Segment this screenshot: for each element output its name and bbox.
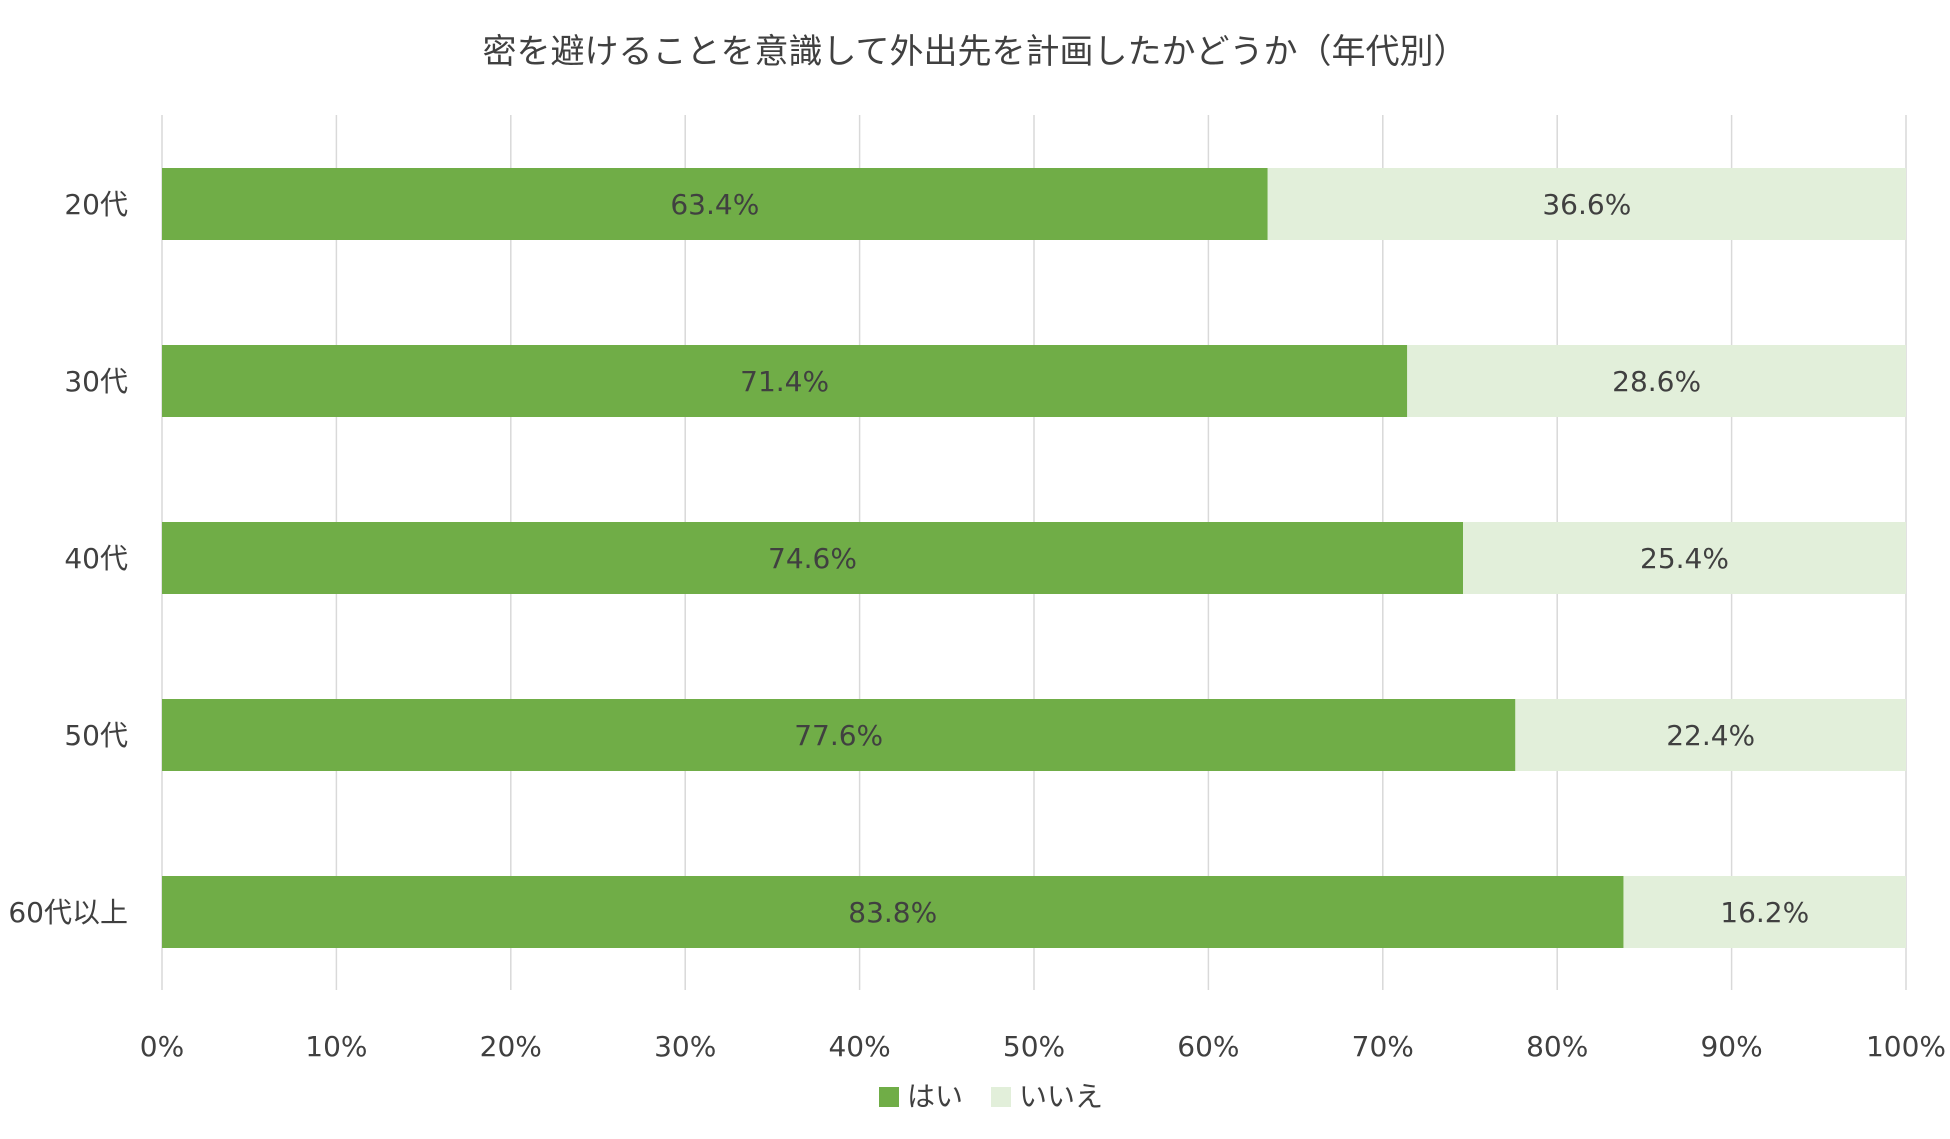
x-tick-label: 60% xyxy=(1177,1030,1239,1063)
x-tick-label: 80% xyxy=(1526,1030,1588,1063)
data-label: 71.4% xyxy=(740,365,829,398)
bar-segment-no xyxy=(1407,345,1906,417)
data-label: 77.6% xyxy=(794,719,883,752)
data-label: 16.2% xyxy=(1720,896,1809,929)
x-tick-label: 40% xyxy=(828,1030,890,1063)
x-tick-label: 50% xyxy=(1003,1030,1065,1063)
category-label: 40代 xyxy=(64,542,128,575)
x-tick-label: 70% xyxy=(1352,1030,1414,1063)
data-label: 25.4% xyxy=(1640,542,1729,575)
category-label: 60代以上 xyxy=(8,896,128,929)
chart-title: 密を避けることを意識して外出先を計画したかどうか（年代別） xyxy=(482,32,1468,72)
legend-label: いいえ xyxy=(1019,1080,1103,1113)
data-label: 83.8% xyxy=(848,896,937,929)
legend-swatch xyxy=(991,1087,1011,1107)
x-tick-label: 30% xyxy=(654,1030,716,1063)
bar-segment-no xyxy=(1515,699,1906,771)
category-axis: 20代 30代 40代 50代 60代以上 xyxy=(8,188,128,929)
category-label: 50代 xyxy=(64,719,128,752)
bars xyxy=(162,168,1906,948)
bar-segment-yes xyxy=(162,168,1268,240)
category-label: 30代 xyxy=(64,365,128,398)
legend-swatch xyxy=(879,1087,899,1107)
bar-segment-yes xyxy=(162,522,1464,594)
x-tick-label: 20% xyxy=(480,1030,542,1063)
data-labels: 63.4% 36.6% 71.4% 28.6% 74.6% 25.4% 77.6% 22.4%… xyxy=(670,188,1809,929)
data-label: 22.4% xyxy=(1666,719,1755,752)
category-label: 20代 xyxy=(64,188,128,221)
bar-segment-no xyxy=(1623,876,1906,948)
data-label: 63.4% xyxy=(670,188,759,221)
bar-segment-no xyxy=(1463,522,1906,594)
data-label: 74.6% xyxy=(768,542,857,575)
value-axis: 0% 10% 20% 30% 40% 50% 60% 70% 80% 90% 100% xyxy=(140,1030,1946,1063)
bar-segment-yes xyxy=(162,699,1516,771)
bar-segment-yes xyxy=(162,876,1624,948)
legend-label: はい xyxy=(907,1080,963,1113)
bar-segment-yes xyxy=(162,345,1408,417)
x-tick-label: 0% xyxy=(140,1030,184,1063)
bar-segment-no xyxy=(1267,168,1906,240)
x-tick-label: 100% xyxy=(1866,1030,1946,1063)
x-tick-label: 90% xyxy=(1700,1030,1762,1063)
legend: はい いいえ xyxy=(879,1080,1103,1113)
data-label: 36.6% xyxy=(1542,188,1631,221)
data-label: 28.6% xyxy=(1612,365,1701,398)
x-tick-label: 10% xyxy=(305,1030,367,1063)
